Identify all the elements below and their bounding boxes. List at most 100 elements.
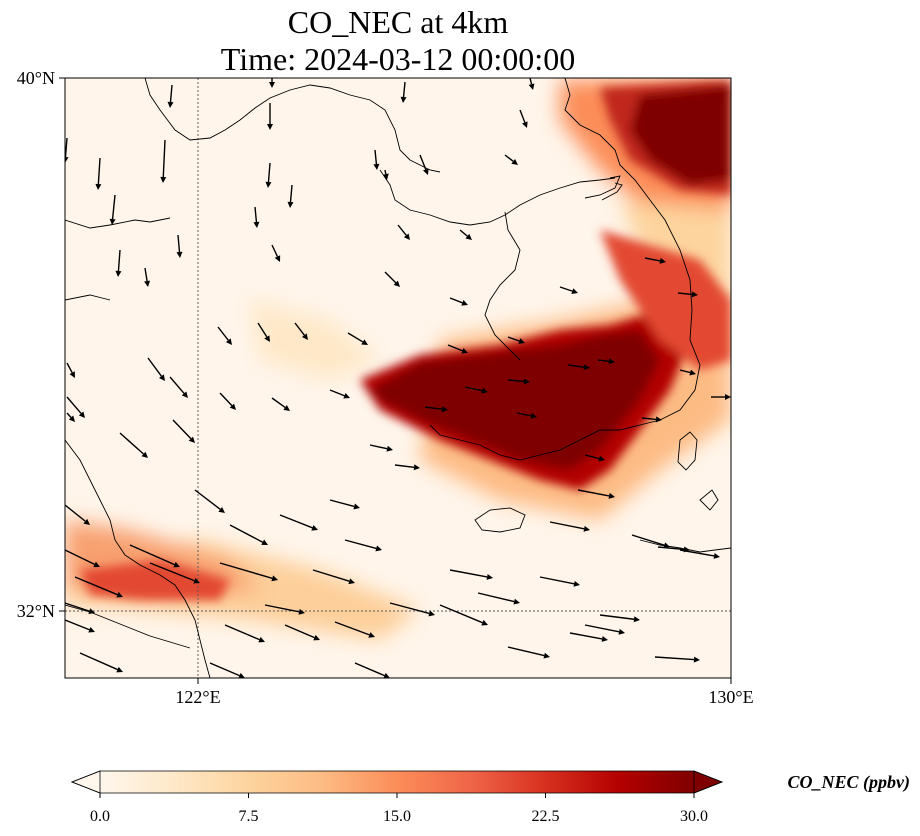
wind-arrow-head	[298, 608, 305, 615]
wind-arrow-head	[583, 525, 590, 532]
wind-arrow-head	[267, 124, 273, 130]
wind-arrow-head	[461, 300, 468, 306]
colorbar-gradient	[100, 771, 694, 793]
wind-arrow-head	[218, 506, 225, 513]
wind-arrow-head	[691, 291, 698, 298]
colorbar-label: CO_NEC (ppbv)	[788, 772, 911, 793]
wind-arrow-shaft	[419, 154, 427, 170]
wind-arrow-head	[88, 608, 95, 614]
wind-arrow-head	[441, 406, 448, 413]
wind-arrow-head	[601, 635, 608, 642]
wind-arrow-head	[368, 632, 375, 638]
wind-arrow-head	[225, 338, 232, 345]
wind-arrow-head	[403, 233, 410, 240]
wind-arrow-head	[238, 672, 245, 678]
wind-arrow-shaft	[397, 224, 407, 236]
wind-arrow-head	[383, 672, 390, 678]
wind-arrow-shaft	[347, 332, 364, 343]
colorbar-tick-label: 22.5	[532, 808, 560, 825]
coastlines	[65, 78, 731, 678]
wind-arrow-head	[481, 387, 488, 394]
wind-arrow-shaft	[516, 412, 532, 417]
wind-arrow-shaft	[344, 539, 377, 550]
map-panel	[65, 78, 731, 678]
wind-arrow-shaft	[312, 569, 350, 582]
wind-arrow-shaft	[394, 464, 415, 468]
wind-arrow-head	[382, 173, 389, 180]
wind-arrow-shaft	[219, 392, 233, 407]
wind-arrow-shaft	[111, 194, 116, 220]
wind-arrow-shaft	[217, 326, 229, 341]
wind-arrow-head	[608, 358, 615, 365]
wind-arrow-shaft	[229, 524, 264, 543]
wind-arrow-head	[725, 394, 731, 400]
lon-tick-label-122: 122°E	[175, 687, 220, 707]
wind-arrow-head	[481, 619, 488, 626]
wind-arrow-shaft	[584, 454, 600, 460]
wind-arrow-shaft	[66, 412, 72, 418]
wind-arrow-head	[655, 416, 662, 423]
wind-arrow-shaft	[559, 286, 573, 292]
wind-arrow-shaft	[65, 137, 68, 158]
wind-arrow-head	[461, 347, 468, 354]
wind-arrow-head	[93, 561, 100, 568]
wind-arrow-head	[386, 445, 393, 452]
wind-arrow-head	[663, 542, 670, 549]
wind-arrow-head	[271, 575, 278, 582]
wind-arrow-head	[269, 82, 275, 88]
concentration-field	[65, 80, 731, 640]
wind-arrow-shaft	[169, 376, 185, 394]
lon-ticks: 122°E 130°E	[175, 678, 754, 707]
wind-arrow-head	[193, 577, 200, 584]
wind-arrow-head	[116, 666, 123, 673]
wind-arrow-shaft	[529, 78, 533, 85]
wind-arrow-shaft	[65, 549, 95, 566]
wind-arrow-head	[115, 270, 122, 277]
colorbar-extend-min	[70, 770, 101, 794]
wind-arrow-head	[78, 411, 85, 418]
wind-arrow-head	[693, 656, 700, 663]
wind-arrow-shaft	[117, 249, 121, 272]
wind-arrow-head	[633, 616, 640, 623]
wind-arrow-shaft	[354, 662, 385, 677]
wind-arrow-head	[583, 364, 590, 371]
wind-arrow-shaft	[507, 336, 520, 342]
wind-arrow-shaft	[449, 297, 463, 304]
wind-arrow-head	[188, 436, 195, 443]
wind-arrow-shaft	[679, 549, 715, 557]
wind-arrow-head	[176, 251, 183, 258]
wind-arrow-head	[264, 335, 270, 342]
wind-arrow-head	[511, 158, 518, 165]
wind-arrow-head	[83, 518, 90, 525]
lat-ticks: 40°N 32°N	[17, 68, 65, 621]
colorbar-tick-label: 0.0	[90, 808, 110, 825]
wind-arrow-shaft	[677, 292, 693, 296]
wind-arrow-head	[413, 464, 420, 471]
wind-arrow-shaft	[477, 592, 515, 603]
wind-arrow-shaft	[172, 419, 192, 440]
wind-arrow-shaft	[129, 544, 175, 566]
wind-arrow-shaft	[65, 619, 90, 631]
wind-arrow-head	[659, 257, 666, 264]
wind-arrow-shaft	[507, 646, 545, 657]
wind-arrow-shaft	[267, 162, 271, 183]
wind-arrow-shaft	[539, 576, 575, 585]
wind-arrow-shaft	[271, 244, 279, 257]
wind-arrow-head	[283, 405, 290, 411]
wind-arrow-shaft	[584, 624, 620, 633]
wind-arrow-head	[258, 636, 265, 643]
map-subtitle-time: Time: 2024-03-12 00:00:00	[221, 41, 575, 77]
wind-arrow-head	[543, 652, 550, 659]
wind-arrow-head	[160, 176, 167, 183]
wind-arrow-head	[68, 415, 75, 422]
wind-arrow-head	[400, 96, 407, 103]
wind-arrow-shaft	[224, 624, 260, 641]
wind-arrow-head	[608, 492, 615, 499]
wind-arrow-shaft	[504, 154, 514, 162]
wind-arrow-head	[313, 634, 320, 641]
wind-arrow-shaft	[644, 257, 661, 262]
wind-arrow-shaft	[374, 149, 378, 165]
wind-arrow-shaft	[65, 602, 90, 612]
wind-arrow-shaft	[507, 379, 525, 383]
wind-arrow-head	[393, 280, 400, 287]
